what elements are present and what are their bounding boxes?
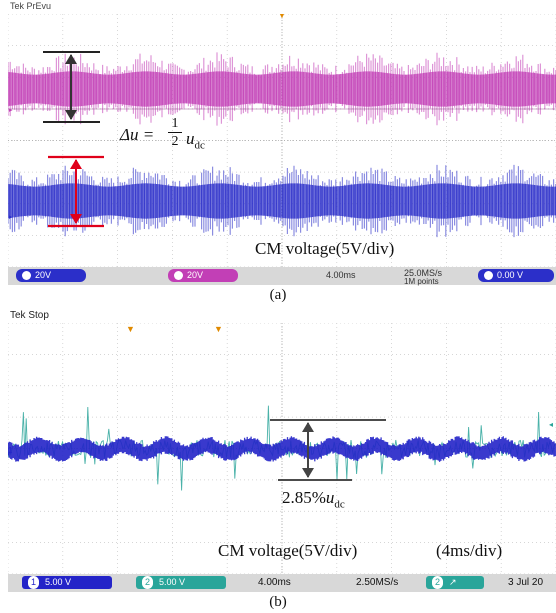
cm-voltage-label-a: CM voltage(5V/div): [255, 239, 395, 258]
waveform-display-b: ▼ ▼ 1 ◂: [8, 323, 556, 574]
u-symbol: u: [186, 129, 195, 148]
ch1-readout-a[interactable]: 20V: [16, 269, 86, 282]
ch2-marker-icon: [174, 271, 183, 281]
caption-b: (b): [269, 594, 287, 610]
ch1-scale-a: 20V: [35, 270, 52, 280]
cursor-marker-b: ▼: [214, 324, 223, 334]
timebase-a: 4.00ms: [326, 270, 356, 280]
measure-arrow-down: [302, 468, 314, 478]
fraction-denominator: 2: [171, 134, 179, 149]
dc-subscript-b: dc: [334, 498, 345, 511]
dc-subscript: dc: [194, 139, 205, 152]
u-symbol-b: u: [325, 488, 335, 507]
trigger-readout-b[interactable]: 2 ↗: [426, 576, 484, 589]
ch2-scale-a: 20V: [187, 270, 204, 280]
sample-rate-b: 2.50MS/s: [356, 577, 399, 588]
trigger-readout-a[interactable]: 0.00 V: [478, 269, 554, 282]
amplitude-arrow-down: [65, 110, 77, 120]
scope-header-a: Tek PrEvu: [8, 0, 556, 14]
trigger-marker-b: ▼: [126, 324, 135, 334]
date-b: 3 Jul 20: [508, 577, 544, 588]
trigger-position-marker: ▼: [278, 14, 287, 20]
cm-voltage-label-b: CM voltage(5V/div): [218, 541, 358, 560]
delta-label: Δu =: [120, 125, 155, 144]
percent-value: 2.85%: [282, 488, 326, 507]
measure-arrow-up: [302, 422, 314, 432]
status-bar-b: 1 5.00 V 2 5.00 V 4.00ms 2.50MS/s 2 ↗ 3 Jul…: [8, 574, 556, 592]
trigger-slope-icon: ↗: [449, 577, 457, 587]
red-arrow-up: [70, 159, 82, 169]
trigger-icon: [484, 271, 493, 281]
scope-label-b: Tek Stop: [10, 310, 49, 321]
trigger-number-b: 2: [432, 576, 443, 589]
ch2-readout-a[interactable]: 20V: [168, 269, 238, 282]
ch1-scale-b: 5.00 V: [45, 577, 72, 587]
sample-rate-a: 25.0MS/s: [404, 268, 443, 278]
scope-panel-a: Tek PrEvu ▼ ▸ ▸ Δu = 1 2 udc CM voltage(5V…: [8, 0, 556, 286]
scope-label-a: Tek PrEvu: [10, 1, 52, 11]
scope-panel-b: Tek Stop ▼ ▼ 1 ◂ 2.85%udc CM voltage(5V/div…: [8, 309, 556, 592]
ch1-readout-b[interactable]: 1 5.00 V: [22, 576, 112, 589]
amplitude-arrow-up: [65, 54, 77, 64]
timebase-b: 4.00ms: [258, 577, 291, 588]
fraction-numerator: 1: [168, 115, 182, 133]
points-a: 1M points: [404, 277, 439, 286]
scope-header-b: Tek Stop: [8, 309, 556, 323]
ch2-scale-b: 5.00 V: [159, 577, 186, 587]
ch2-number-b: 2: [142, 576, 153, 589]
ch1-ground-marker-b: 1: [8, 446, 13, 455]
trigger-level-a: 0.00 V: [497, 270, 524, 280]
ch1-marker-icon: [22, 271, 31, 281]
udc-percent-annotation: 2.85%udc: [282, 488, 345, 510]
waveform-display-a: ▼ ▸ ▸: [8, 14, 556, 267]
scope-screen-a: ▼ ▸ ▸ Δu = 1 2 udc CM voltage(5V/div): [8, 14, 556, 267]
caption-a: (a): [269, 287, 287, 303]
udc-label-a: udc: [186, 129, 205, 151]
blue-waveform-core: [8, 183, 556, 219]
scope-screen-b: ▼ ▼ 1 ◂ 2.85%udc CM voltage(5V/div) (4ms/di…: [8, 323, 556, 574]
ch2-ground-marker-b: ◂: [549, 420, 553, 429]
status-bar-a: 20V 20V 4.00ms 25.0MS/s 1M points 0.00 V: [8, 267, 556, 286]
delta-u-annotation: Δu =: [120, 125, 154, 145]
time-per-div-label: (4ms/div): [436, 541, 503, 560]
ch1-ground-marker: ▸: [9, 214, 13, 221]
half-fraction: 1 2: [168, 115, 182, 150]
magenta-waveform-core: [8, 71, 556, 107]
red-arrow-down: [70, 214, 82, 224]
ch1-number-b: 1: [28, 576, 39, 589]
ch2-ground-marker: ▸: [9, 107, 13, 114]
ch2-readout-b[interactable]: 2 5.00 V: [136, 576, 226, 589]
blue-waveform-b: [8, 436, 556, 462]
